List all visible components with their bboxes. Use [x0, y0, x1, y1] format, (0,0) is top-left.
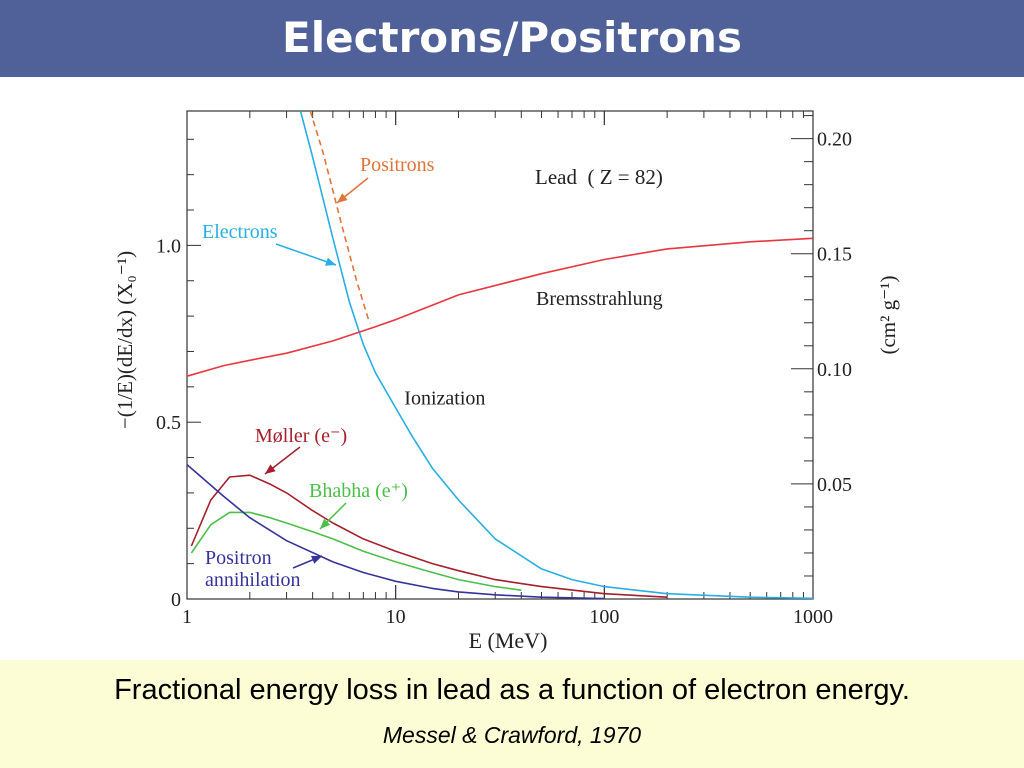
- series-labels: Electrons Positrons Bremsstrahlung Møller (…: [202, 154, 663, 591]
- y-ticks-left: [187, 138, 201, 600]
- x-ticks: [186, 111, 814, 599]
- series-line-positrons: [309, 110, 371, 324]
- y-axis-label-right: (cm² g⁻¹): [876, 275, 900, 354]
- arrowhead-bhabha: [320, 518, 331, 529]
- y-tick-label: 1.0: [156, 235, 181, 257]
- arrow-electrons: [275, 243, 337, 266]
- arrowhead-positron-annihilation: [311, 555, 322, 564]
- y-axis-label-left: −(1/E)(dE/dx) (X₀⁻¹): [113, 251, 137, 429]
- y-tick-label: 0: [171, 589, 181, 611]
- series-label-positrons: Positrons: [360, 154, 435, 176]
- series-label-positron-annihilation: Positron: [205, 547, 272, 569]
- arrowhead-moller: [265, 464, 276, 474]
- y2-tick-label: 0.20: [817, 129, 852, 151]
- series-label-moller: Møller (e⁻): [255, 425, 347, 447]
- title-bar: [0, 0, 1024, 77]
- y-ticks-right: [791, 115, 813, 577]
- series-lines: [186, 110, 814, 600]
- x-tick-label: 1: [182, 606, 192, 628]
- y2-tick-label: 0.15: [817, 244, 852, 266]
- x-tick-labels: 1 10 100 1000: [182, 606, 833, 628]
- y2-tick-label: 0.10: [817, 359, 852, 381]
- series-label-bhabha: Bhabha (e⁺): [309, 480, 408, 502]
- annotation-label: Ionization: [404, 387, 485, 409]
- x-tick-label: 10: [386, 606, 406, 628]
- chart-title: Lead ( Z = 82): [535, 165, 663, 189]
- chart: 1 10 100 1000 0 0.5 1.0 0.05 0.10 0.15 0.20 Elec…: [113, 110, 900, 653]
- arrowhead-electrons: [325, 257, 336, 266]
- series-line-bhabha: [190, 511, 522, 591]
- y-tick-label: 0.5: [156, 412, 181, 434]
- citation: Messel & Crawford, 1970: [382, 722, 642, 748]
- y2-tick-label: 0.05: [817, 474, 852, 496]
- y-tick-labels-left: 0 0.5 1.0: [156, 235, 181, 611]
- series-label-positron-annihilation: annihilation: [205, 569, 301, 591]
- x-axis-label: E (MeV): [469, 628, 548, 653]
- caption-box: [0, 660, 1024, 768]
- series-label-electrons: Electrons: [202, 221, 278, 243]
- caption: Fractional energy loss in lead as a func…: [114, 674, 910, 706]
- x-tick-label: 100: [589, 606, 619, 628]
- series-line-electrons: [299, 110, 814, 600]
- series-line-bremsstrahlung: [186, 237, 814, 377]
- arrowhead-positrons: [337, 193, 348, 203]
- x-tick-label: 1000: [793, 606, 833, 628]
- plot-frame: [186, 110, 814, 600]
- series-line-moller: [190, 474, 668, 598]
- series-line-positron-annihilation: [186, 463, 605, 600]
- slide-title: Electrons/Positrons: [282, 13, 742, 62]
- annotations: Ionization: [404, 387, 485, 409]
- y-tick-labels-right: 0.05 0.10 0.15 0.20: [817, 129, 852, 496]
- series-label-bremsstrahlung: Bremsstrahlung: [536, 288, 663, 310]
